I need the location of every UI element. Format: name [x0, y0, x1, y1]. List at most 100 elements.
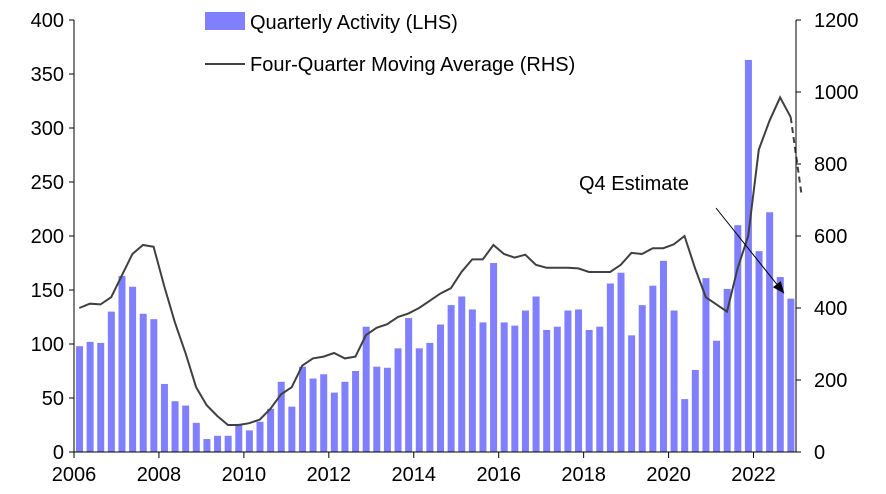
right-tick-label: 800: [814, 154, 847, 176]
bar: [521, 310, 529, 452]
bar: [277, 381, 285, 452]
x-tick-label: 2006: [52, 464, 97, 486]
right-axis-ticks: 0 200 400 600 800 1000 1200: [796, 10, 859, 464]
bar: [490, 263, 498, 452]
bar: [659, 260, 667, 452]
left-tick-label: 300: [31, 118, 64, 140]
bar: [405, 318, 413, 452]
bar: [734, 225, 742, 452]
bar: [150, 319, 158, 452]
bar-series: [76, 59, 795, 453]
x-tick-label: 2020: [646, 464, 691, 486]
bar: [670, 310, 678, 452]
bar: [352, 371, 360, 452]
bar: [129, 286, 137, 452]
legend-label-line: Four-Quarter Moving Average (RHS): [250, 54, 575, 76]
bar: [511, 325, 519, 452]
right-tick-label: 200: [814, 370, 847, 392]
left-tick-label: 400: [31, 10, 64, 32]
right-tick-label: 0: [814, 442, 825, 464]
bar: [755, 251, 763, 452]
right-tick-label: 1000: [814, 82, 859, 104]
right-tick-label: 1200: [814, 10, 859, 32]
bar: [330, 392, 338, 452]
moving-average-estimate-line: [789, 117, 803, 193]
bar: [606, 283, 614, 452]
bar: [267, 408, 275, 452]
left-tick-label: 100: [31, 334, 64, 356]
bar: [638, 305, 646, 452]
x-axis-ticks: 2006 2008 2010 2012 2014 2016 2018 2020 2022: [52, 452, 776, 486]
x-tick-label: 2010: [222, 464, 267, 486]
x-tick-label: 2014: [392, 464, 437, 486]
bar: [341, 381, 349, 452]
left-axis-ticks: 0 50 100 150 200 250 300 350 400: [31, 10, 74, 464]
bar: [362, 326, 370, 452]
bar: [235, 423, 243, 452]
bar: [118, 275, 126, 452]
left-tick-label: 50: [42, 388, 64, 410]
bar: [458, 296, 466, 452]
bar: [192, 422, 200, 452]
bar: [107, 311, 115, 452]
bar: [681, 399, 689, 452]
bar: [160, 383, 168, 452]
bar: [97, 342, 105, 452]
axes: [73, 20, 797, 453]
bar: [298, 366, 306, 452]
bar: [532, 296, 540, 452]
bar: [437, 324, 445, 452]
legend: Quarterly Activity (LHS) Four-Quarter Mo…: [205, 12, 575, 76]
right-tick-label: 600: [814, 226, 847, 248]
x-tick-label: 2022: [731, 464, 776, 486]
bar: [596, 326, 604, 452]
bar: [776, 277, 784, 452]
bar: [171, 401, 179, 452]
bar: [575, 309, 583, 452]
bar: [543, 329, 551, 452]
left-tick-label: 0: [53, 442, 64, 464]
bar: [617, 272, 625, 452]
bar: [691, 369, 699, 452]
bar: [86, 341, 94, 452]
annotation-label: Q4 Estimate: [579, 173, 689, 195]
annotation-arrow-line: [715, 207, 778, 285]
bar: [702, 278, 710, 452]
bar: [309, 378, 317, 452]
bar: [628, 335, 636, 452]
bar: [468, 309, 476, 452]
left-tick-label: 250: [31, 172, 64, 194]
x-tick-label: 2016: [476, 464, 521, 486]
bar: [320, 374, 328, 452]
bar: [500, 322, 508, 452]
bar: [415, 348, 423, 452]
x-tick-label: 2012: [307, 464, 352, 486]
line-series: [78, 95, 803, 426]
bar: [256, 421, 264, 452]
bar: [723, 288, 731, 452]
bar: [479, 322, 487, 452]
moving-average-line: [78, 95, 792, 426]
bar: [713, 340, 721, 452]
bar: [203, 439, 211, 452]
annotation-arrow-head: [772, 281, 785, 294]
right-tick-label: 400: [814, 298, 847, 320]
bar: [373, 366, 381, 452]
bar: [182, 405, 190, 452]
x-tick-label: 2008: [137, 464, 182, 486]
bar: [564, 310, 572, 452]
legend-swatch-bars: [205, 12, 245, 30]
bar: [383, 367, 391, 452]
bar: [744, 59, 752, 453]
bar: [288, 406, 296, 452]
bar: [766, 212, 774, 452]
annotation: Q4 Estimate: [579, 173, 785, 294]
bar: [394, 348, 402, 452]
bar: [426, 342, 434, 452]
bar: [139, 313, 147, 452]
bar: [76, 346, 84, 452]
bar: [214, 435, 222, 452]
bar: [245, 430, 253, 452]
left-tick-label: 350: [31, 64, 64, 86]
